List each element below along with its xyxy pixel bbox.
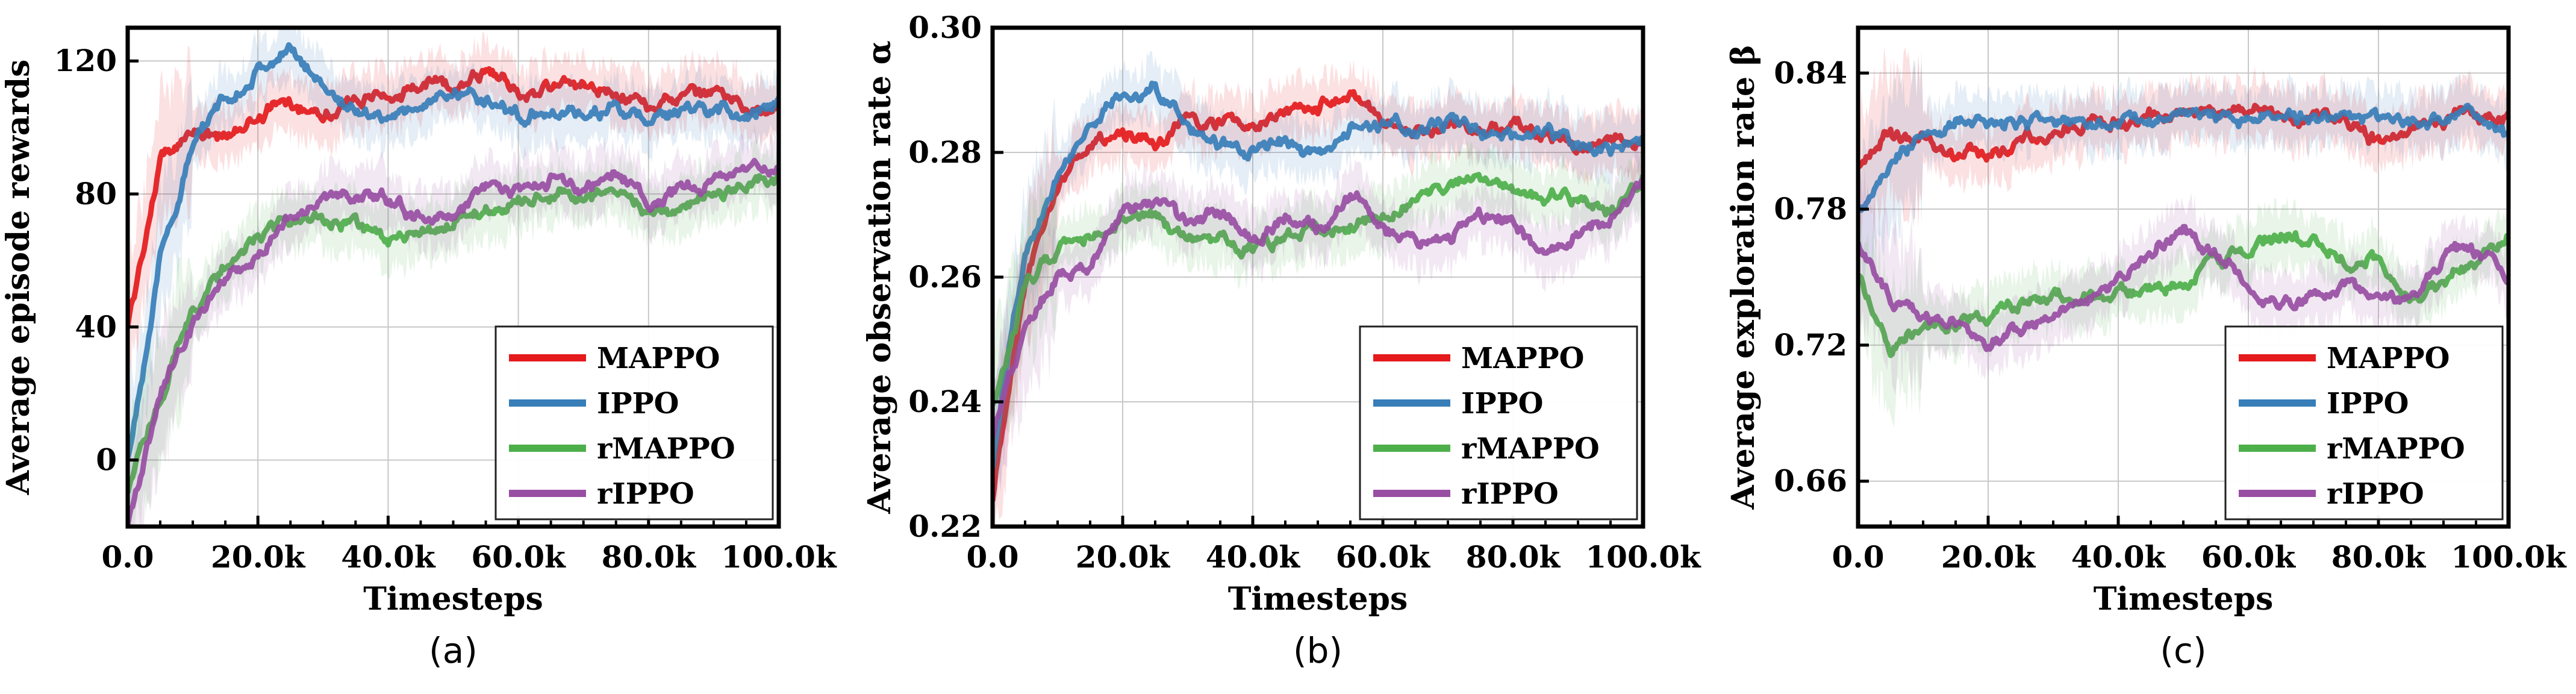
- legend: MAPPO IPPO rMAPPO rIPPO: [494, 325, 774, 520]
- x-tick-label: 0.0: [967, 539, 1019, 575]
- y-tick-label: 0.26: [908, 259, 982, 295]
- y-tick-label: 0.22: [908, 508, 982, 544]
- y-tick-label: 0: [96, 442, 117, 478]
- x-tick-label: 20.0k: [211, 539, 306, 575]
- series-band-mappo: [128, 31, 779, 375]
- y-axis: 0.66 0.72 0.78 0.84: [1774, 55, 1869, 499]
- x-tick-label: 20.0k: [1076, 539, 1171, 575]
- x-tick-label: 80.0k: [602, 539, 697, 575]
- y-tick-label: 0.24: [908, 384, 982, 419]
- x-tick-label: 100.0k: [1585, 539, 1701, 575]
- x-axis: 0.0 20.0k 40.0k 60.0k 80.0k 100.0k: [1832, 516, 2567, 575]
- series-band-rippo: [128, 124, 779, 527]
- x-tick-label: 40.0k: [341, 539, 436, 575]
- x-tick-label: 80.0k: [2331, 539, 2427, 575]
- series-band-rmappo: [993, 139, 1643, 477]
- series-line-rmappo: [1858, 230, 2509, 358]
- series-line-rmappo: [128, 173, 779, 494]
- legend-label: MAPPO: [597, 342, 720, 375]
- y-tick-label: 0.72: [1774, 327, 1847, 363]
- series-line-ippo: [128, 42, 779, 459]
- y-tick-label: 40: [75, 309, 117, 345]
- legend-label: MAPPO: [2327, 342, 2450, 375]
- y-tick-label: 0.30: [908, 10, 982, 45]
- x-tick-label: 40.0k: [1206, 539, 1301, 575]
- plot-area: [1858, 46, 2509, 428]
- y-tick-label: 0.66: [1774, 463, 1847, 499]
- x-tick-label: 0.0: [1832, 539, 1885, 575]
- x-axis: 0.0 20.0k 40.0k 60.0k 80.0k 100.0k: [967, 516, 1701, 575]
- y-tick-label: 0.28: [908, 134, 982, 170]
- y-axis: 0.22 0.24 0.26 0.28 0.30: [908, 10, 1003, 544]
- x-tick-label: 100.0k: [2451, 539, 2567, 575]
- subplot-label: (c): [2160, 630, 2206, 671]
- series-line-rippo: [128, 157, 779, 526]
- plot-area: [128, 28, 779, 527]
- y-axis-label: Average observation rate α: [861, 40, 898, 514]
- y-tick-label: 0.84: [1774, 55, 1847, 90]
- legend-label: MAPPO: [1461, 342, 1584, 375]
- x-tick-label: 40.0k: [2071, 539, 2166, 575]
- chart-panel-3: 0.0 20.0k 40.0k 60.0k 80.0k 100.0k 0.66 0.72 0.7…: [1725, 25, 2567, 671]
- legend-label: IPPO: [597, 387, 679, 420]
- legend: MAPPO IPPO rMAPPO rIPPO: [2224, 325, 2504, 520]
- x-tick-label: 60.0k: [1336, 539, 1431, 575]
- series-line-rippo: [1858, 224, 2509, 352]
- series-band-ippo: [1858, 49, 2509, 278]
- series-band-rmappo: [1858, 197, 2509, 428]
- subplot-label: (b): [1293, 630, 1343, 671]
- series-line-ippo: [993, 80, 1643, 469]
- series-line-rippo: [993, 177, 1643, 439]
- x-tick-label: 20.0k: [1941, 539, 2036, 575]
- legend-label: rIPPO: [2327, 477, 2424, 511]
- x-axis-label: Timesteps: [2094, 581, 2274, 617]
- legend-label: rIPPO: [1461, 477, 1559, 511]
- series-band-rippo: [1858, 167, 2509, 395]
- series-line-ippo: [1858, 102, 2509, 213]
- series-band-rippo: [993, 143, 1643, 492]
- chart-panel-2: 0.0 20.0k 40.0k 60.0k 80.0k 100.0k0.220.240.2…: [861, 10, 1701, 671]
- legend-label: IPPO: [2327, 387, 2409, 420]
- x-axis-label: Timesteps: [363, 581, 543, 617]
- y-axis-label: Average episode rewards: [0, 60, 37, 496]
- x-axis-label: Timesteps: [1228, 581, 1408, 617]
- series-band-mappo: [1858, 46, 2509, 239]
- chart-panel-1: 0.0 20.0k 40.0k 60.0k 80.0k 100.0k 0 40 80 120 Tim…: [0, 25, 837, 671]
- x-tick-label: 80.0k: [1466, 539, 1561, 575]
- legend-label: rIPPO: [597, 477, 694, 511]
- y-tick-label: 80: [75, 176, 117, 211]
- legend-label: rMAPPO: [2327, 432, 2465, 466]
- legend: MAPPO IPPO rMAPPO rIPPO: [1359, 325, 1638, 520]
- x-tick-label: 0.0: [102, 539, 154, 575]
- subplot-label: (a): [429, 630, 478, 671]
- x-axis: 0.0 20.0k 40.0k 60.0k 80.0k 100.0k: [102, 516, 837, 575]
- legend-label: rMAPPO: [1461, 432, 1600, 466]
- y-tick-label: 0.78: [1774, 191, 1847, 227]
- x-tick-label: 60.0k: [471, 539, 566, 575]
- series-band-ippo: [993, 51, 1643, 527]
- legend-label: IPPO: [1461, 387, 1543, 420]
- x-tick-label: 60.0k: [2201, 539, 2297, 575]
- y-axis-label: Average exploration rate β: [1725, 45, 1762, 510]
- y-tick-label: 120: [54, 43, 117, 78]
- legend-label: rMAPPO: [597, 432, 735, 466]
- y-axis: 0 40 80 120: [54, 43, 139, 478]
- plot-area: [993, 51, 1643, 527]
- series-band-rmappo: [128, 139, 779, 527]
- x-tick-label: 100.0k: [721, 539, 837, 575]
